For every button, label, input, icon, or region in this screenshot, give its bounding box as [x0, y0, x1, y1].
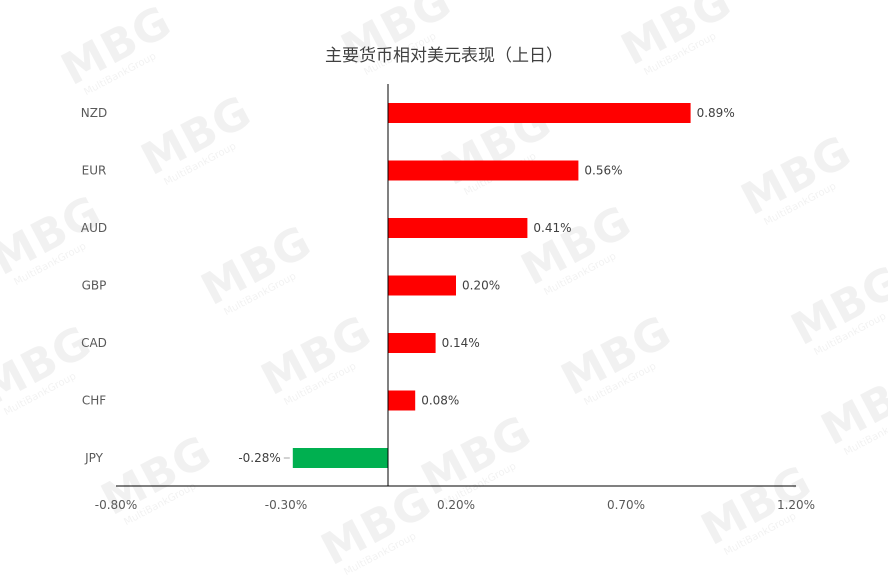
- data-label-chf: 0.08%: [421, 394, 459, 408]
- data-label-cad: 0.14%: [442, 336, 480, 350]
- data-label-aud: 0.41%: [533, 221, 571, 235]
- bar-gbp: [388, 275, 456, 296]
- category-label-chf: CHF: [82, 394, 106, 408]
- chart-title: 主要货币相对美元表现（上日）: [325, 46, 563, 66]
- x-tick-label: 1.20%: [777, 498, 815, 512]
- x-tick-label: 0.20%: [437, 498, 475, 512]
- category-label-aud: AUD: [81, 221, 107, 235]
- bars-group: [292, 103, 691, 468]
- bar-nzd: [388, 103, 691, 123]
- data-labels-group: 0.89% 0.56% 0.41% 0.20% 0.14% 0.08% -0.28%: [238, 106, 734, 465]
- category-label-jpy: JPY: [84, 451, 104, 465]
- category-label-cad: CAD: [81, 336, 107, 350]
- bar-eur: [388, 160, 579, 181]
- bar-cad: [388, 333, 436, 353]
- data-label-gbp: 0.20%: [462, 279, 500, 293]
- data-label-nzd: 0.89%: [697, 106, 735, 120]
- data-label-eur: 0.56%: [584, 164, 622, 178]
- bar-jpy: [292, 448, 388, 468]
- data-label-jpy: -0.28%: [238, 451, 280, 465]
- x-tick-label: -0.30%: [265, 498, 307, 512]
- category-labels-group: NZD EUR AUD GBP CAD CHF JPY: [81, 106, 107, 465]
- category-label-eur: EUR: [82, 164, 107, 178]
- x-tick-label: 0.70%: [607, 498, 645, 512]
- category-label-nzd: NZD: [81, 106, 107, 120]
- bar-aud: [388, 218, 528, 238]
- category-label-gbp: GBP: [82, 279, 107, 293]
- x-tick-label: -0.80%: [95, 498, 137, 512]
- axes-group: -0.80% -0.30% 0.20% 0.70% 1.20%: [95, 84, 815, 512]
- bar-chart: 主要货币相对美元表现（上日） NZD EUR AUD GBP CAD CHF JPY 0.8…: [81, 46, 815, 512]
- bar-chf: [388, 390, 416, 411]
